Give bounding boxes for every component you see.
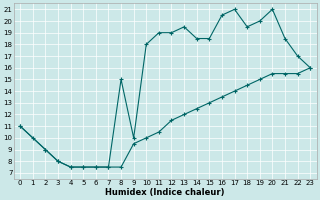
X-axis label: Humidex (Indice chaleur): Humidex (Indice chaleur) [106, 188, 225, 197]
